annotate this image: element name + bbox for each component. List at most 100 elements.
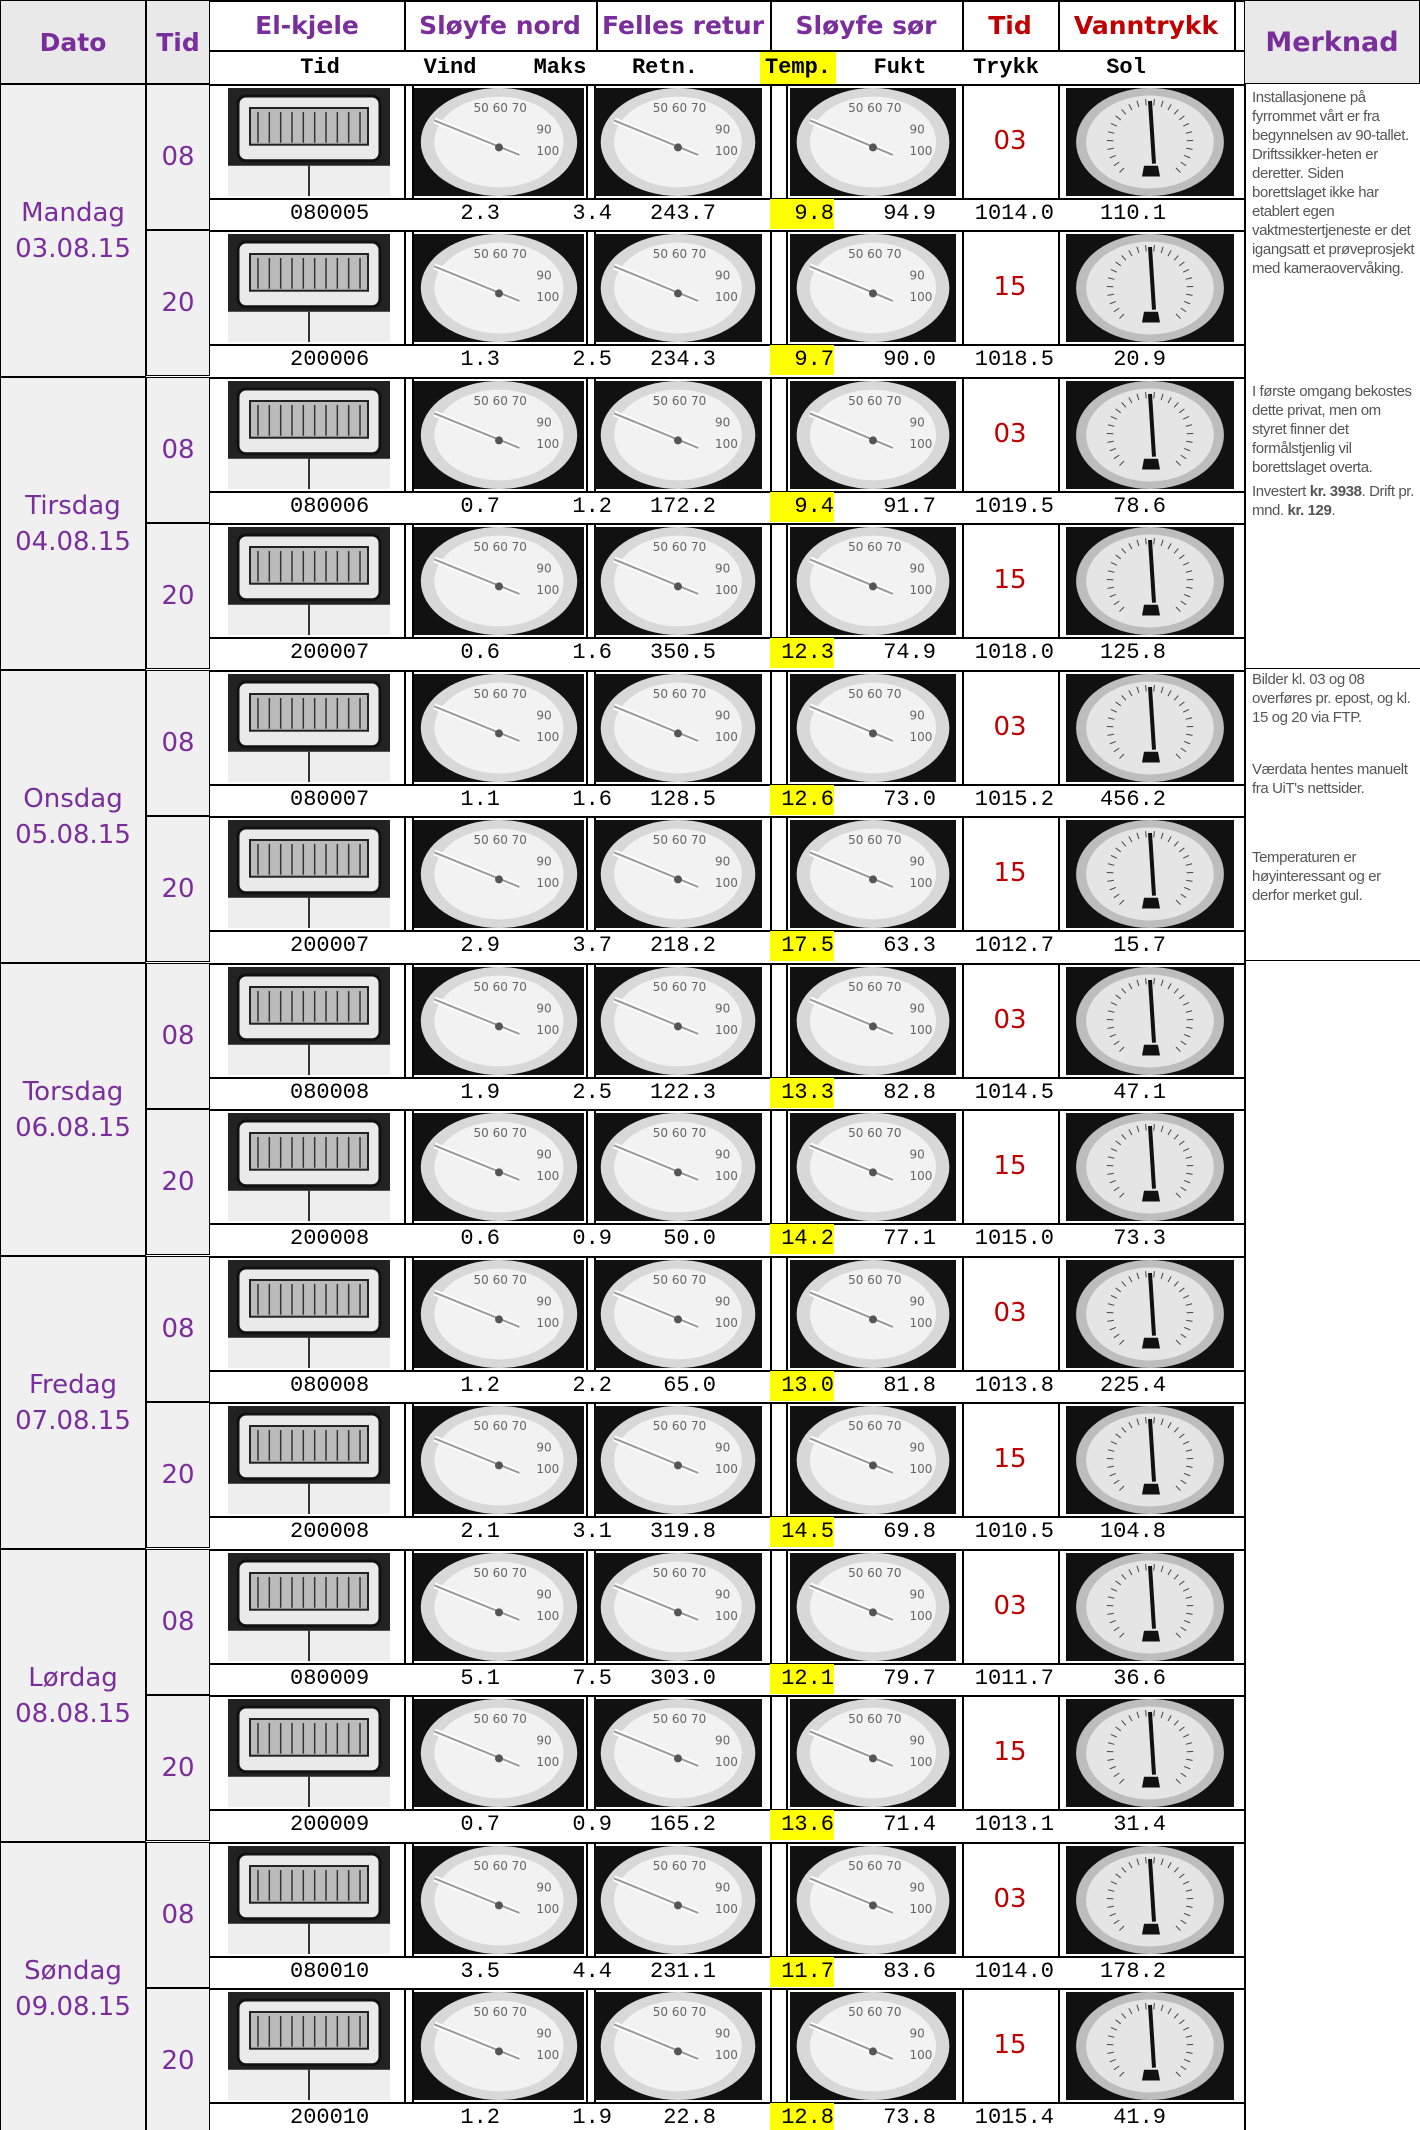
cell-divider [412, 230, 414, 344]
value-vind: 0.7 [460, 1812, 500, 1837]
row-line [210, 1549, 1244, 1551]
el-kjele-photo [228, 1992, 390, 2100]
svg-text:50 60 70: 50 60 70 [848, 1273, 901, 1287]
cell-divider [412, 816, 414, 930]
sloyfe-nord-photo: 50 60 70 90 100 [414, 1846, 584, 1954]
value-trykk: 1019.5 [974, 494, 1054, 519]
value-time: 080010 [290, 1959, 370, 1984]
cell-divider [962, 1842, 964, 1956]
cell-divider [770, 963, 772, 1077]
sloyfe-sor-photo: 50 60 70 90 100 [790, 1699, 956, 1807]
value-sol: 15.7 [1113, 933, 1166, 958]
svg-text:90: 90 [536, 854, 551, 868]
cell-divider [586, 523, 588, 637]
cell-divider [786, 84, 788, 198]
svg-text:50 60 70: 50 60 70 [474, 1419, 527, 1433]
svg-text:100: 100 [910, 290, 933, 304]
tid-cell: 08 [146, 963, 210, 1109]
cell-divider [1058, 816, 1060, 930]
cell-divider [770, 84, 772, 198]
subheader-temp: Temp. [760, 52, 836, 84]
svg-text:50 60 70: 50 60 70 [474, 980, 527, 994]
value-maks: 2.5 [572, 1080, 612, 1105]
header-divider [1234, 0, 1236, 52]
value-vind: 1.2 [460, 1373, 500, 1398]
row-line [210, 230, 1244, 232]
tid-cell: 20 [146, 816, 210, 962]
cell-divider [962, 230, 964, 344]
day-cell: Mandag 03.08.15 [0, 84, 146, 377]
cell-divider [586, 1256, 588, 1370]
value-fukt: 90.0 [883, 347, 936, 372]
value-maks: 1.9 [572, 2105, 612, 2130]
svg-text:50 60 70: 50 60 70 [653, 980, 706, 994]
svg-text:100: 100 [910, 2048, 933, 2062]
cell-divider [1058, 523, 1060, 637]
value-sol: 225.4 [1099, 1373, 1166, 1398]
day-name: Lørdag [28, 1662, 118, 1693]
cell-divider [962, 816, 964, 930]
cell-divider [586, 816, 588, 930]
el-kjele-photo [228, 234, 390, 342]
cell-divider [962, 523, 964, 637]
value-maks: 0.9 [572, 1226, 612, 1251]
cell-divider [786, 1988, 788, 2102]
day-cell: Søndag 09.08.15 [0, 1842, 146, 2130]
svg-text:100: 100 [536, 144, 559, 158]
value-line-top [210, 1516, 1244, 1518]
merknad-separator [1244, 668, 1420, 669]
value-line-top [210, 1223, 1244, 1225]
value-retn: 65.0 [663, 1373, 716, 1398]
row-line [210, 963, 1244, 965]
vanntrykk-photo [1066, 1699, 1234, 1807]
value-maks: 3.1 [572, 1519, 612, 1544]
subheader-vind: Vind [423, 55, 477, 80]
svg-text:100: 100 [715, 1462, 738, 1476]
tid-cell: 20 [146, 523, 210, 669]
value-fukt: 79.7 [883, 1666, 936, 1691]
cell-divider [786, 523, 788, 637]
note-block-2: I første omgang bekostes dette privat, m… [1252, 383, 1412, 476]
felles-retur-photo: 50 60 70 90 100 [594, 88, 762, 196]
subheader-tid: Tid [300, 55, 340, 80]
value-fukt: 63.3 [883, 933, 936, 958]
value-retn: 231.1 [649, 1959, 716, 1984]
svg-text:90: 90 [910, 854, 925, 868]
svg-text:50 60 70: 50 60 70 [848, 1566, 901, 1580]
svg-text:90: 90 [715, 2026, 730, 2040]
svg-text:90: 90 [715, 561, 730, 575]
svg-text:50 60 70: 50 60 70 [653, 1566, 706, 1580]
value-time: 200010 [290, 2105, 370, 2130]
svg-text:50 60 70: 50 60 70 [848, 687, 901, 701]
svg-text:100: 100 [715, 144, 738, 158]
camera-time: 03 [993, 126, 1027, 156]
svg-text:100: 100 [910, 1755, 933, 1769]
value-vind: 1.3 [460, 347, 500, 372]
cell-divider [770, 1842, 772, 1956]
svg-text:100: 100 [910, 1169, 933, 1183]
svg-text:90: 90 [910, 1733, 925, 1747]
svg-text:100: 100 [910, 730, 933, 744]
svg-text:50 60 70: 50 60 70 [848, 1859, 901, 1873]
cell-divider [404, 1256, 406, 1370]
camera-time: 15 [993, 1737, 1027, 1767]
cell-divider [962, 670, 964, 784]
cell-divider [770, 377, 772, 491]
cell-divider [404, 1109, 406, 1223]
svg-text:90: 90 [536, 1001, 551, 1015]
svg-text:50 60 70: 50 60 70 [848, 101, 901, 115]
svg-text:50 60 70: 50 60 70 [653, 101, 706, 115]
value-maks: 1.6 [572, 640, 612, 665]
camera-time: 15 [993, 272, 1027, 302]
camera-time: 03 [993, 1005, 1027, 1035]
svg-text:100: 100 [536, 1316, 559, 1330]
header-merknad: Merknad [1244, 0, 1420, 84]
svg-text:100: 100 [715, 876, 738, 890]
day-name: Mandag [21, 197, 125, 228]
svg-text:50 60 70: 50 60 70 [653, 540, 706, 554]
svg-text:90: 90 [715, 415, 730, 429]
cell-divider [770, 1988, 772, 2102]
value-retn: 218.2 [649, 933, 716, 958]
cell-divider [412, 377, 414, 491]
camera-time: 15 [993, 2030, 1027, 2060]
